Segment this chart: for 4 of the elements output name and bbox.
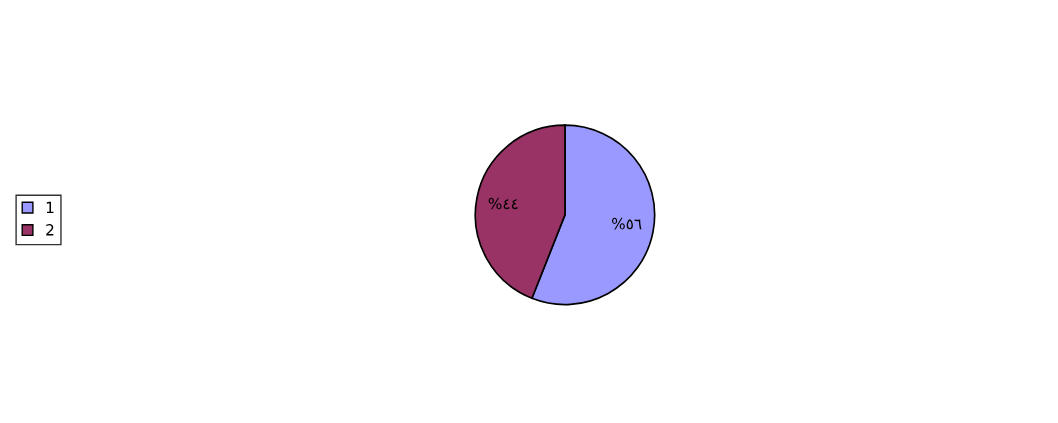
data-label: %٥٦ [612,217,642,230]
legend-label: 2 [46,224,54,236]
data-label: %٤٤ [488,197,518,210]
legend-label: 1 [46,201,54,213]
